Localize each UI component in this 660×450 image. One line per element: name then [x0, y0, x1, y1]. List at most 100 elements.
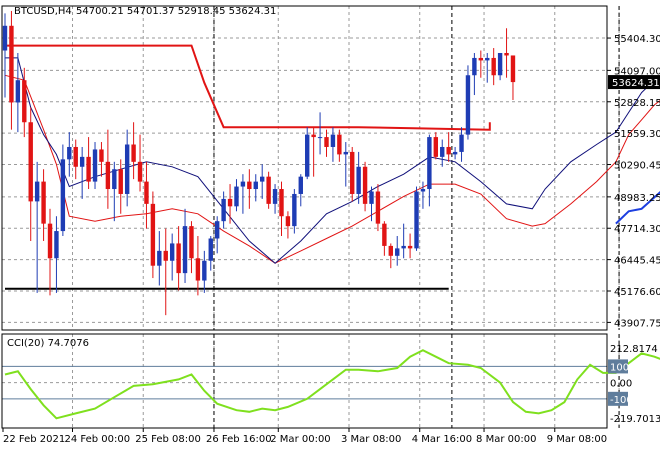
- cci-header: CCI(20) 74.7076: [7, 338, 89, 349]
- candle-body[interactable]: [47, 223, 53, 259]
- candle-body[interactable]: [137, 161, 143, 182]
- candle-body[interactable]: [472, 57, 477, 76]
- candle-body[interactable]: [504, 52, 509, 56]
- candle-body[interactable]: [157, 250, 162, 266]
- candle-body[interactable]: [292, 193, 297, 227]
- candle-body[interactable]: [279, 189, 284, 217]
- candle-body[interactable]: [266, 176, 271, 204]
- candle-body[interactable]: [15, 80, 21, 103]
- candle-body[interactable]: [124, 144, 130, 194]
- candle-body[interactable]: [433, 137, 439, 157]
- candle-body[interactable]: [446, 146, 451, 155]
- candle-body[interactable]: [9, 25, 14, 103]
- price-tick-label: 52828.15: [614, 98, 660, 109]
- ohlc-values: 54700.21 54701.37 52918.45 53624.31: [76, 6, 276, 17]
- candle-body[interactable]: [79, 156, 85, 167]
- cci-level-tag: [608, 391, 628, 406]
- candle-body[interactable]: [234, 186, 239, 207]
- candle-body[interactable]: [337, 134, 342, 155]
- candle-body[interactable]: [176, 243, 181, 274]
- candle-body[interactable]: [375, 191, 381, 224]
- price-tick-label: 54097.00: [614, 66, 660, 77]
- candle-body[interactable]: [382, 223, 387, 246]
- time-tick-label: 25 Feb 08:00: [135, 434, 201, 445]
- candle-body[interactable]: [330, 134, 336, 147]
- candle-body[interactable]: [369, 191, 374, 204]
- candle-body[interactable]: [253, 181, 258, 190]
- candle-body[interactable]: [395, 248, 400, 256]
- candle-body[interactable]: [41, 181, 46, 224]
- current-price-label: 53624.31: [612, 78, 660, 89]
- candle-body[interactable]: [427, 137, 432, 190]
- candle-body[interactable]: [420, 189, 426, 192]
- candle-body[interactable]: [92, 149, 98, 182]
- cci-tick-label: -219.7013: [610, 414, 660, 425]
- candle-body[interactable]: [491, 57, 496, 76]
- candle-body[interactable]: [497, 52, 503, 76]
- candle-body[interactable]: [452, 151, 458, 155]
- candle-body[interactable]: [485, 57, 490, 61]
- resistance-line[interactable]: [5, 44, 491, 131]
- candle-body[interactable]: [350, 151, 355, 194]
- candle-body[interactable]: [240, 181, 246, 187]
- time-tick-label: 22 Feb 2021: [3, 434, 65, 445]
- time-tick-label: 24 Feb 00:00: [65, 434, 131, 445]
- candle-body[interactable]: [247, 181, 252, 190]
- candle-body[interactable]: [362, 166, 368, 204]
- candle-body[interactable]: [227, 198, 233, 207]
- candle-body[interactable]: [317, 137, 323, 139]
- candle-body[interactable]: [105, 161, 111, 190]
- candle-body[interactable]: [465, 75, 471, 135]
- candle-body[interactable]: [34, 181, 40, 202]
- candle-body[interactable]: [169, 243, 175, 261]
- candle-body[interactable]: [388, 245, 393, 256]
- time-tick-label: 26 Feb 16:00: [206, 434, 272, 445]
- candle-body[interactable]: [150, 203, 156, 266]
- candle-body[interactable]: [112, 169, 117, 190]
- candle-body[interactable]: [163, 250, 168, 261]
- candle-body[interactable]: [414, 191, 419, 249]
- candle-body[interactable]: [144, 181, 149, 204]
- candle-body[interactable]: [221, 198, 226, 222]
- candle-body[interactable]: [118, 169, 123, 194]
- candle-body[interactable]: [202, 260, 207, 281]
- candle-body[interactable]: [28, 122, 33, 202]
- candle-body[interactable]: [189, 226, 194, 259]
- candle-body[interactable]: [182, 226, 188, 274]
- candle-body[interactable]: [195, 258, 201, 281]
- candle-body[interactable]: [343, 151, 348, 155]
- candle-body[interactable]: [478, 57, 484, 61]
- candle-body[interactable]: [2, 25, 8, 51]
- candle-body[interactable]: [459, 134, 464, 152]
- candle-body[interactable]: [60, 159, 66, 232]
- candle-body[interactable]: [260, 176, 265, 182]
- candle-body[interactable]: [86, 156, 91, 182]
- candle-body[interactable]: [54, 231, 59, 259]
- candle-body[interactable]: [401, 245, 406, 249]
- candle-body[interactable]: [324, 137, 329, 147]
- candle-body[interactable]: [272, 189, 278, 204]
- candle-body[interactable]: [510, 55, 516, 83]
- candle-body[interactable]: [214, 221, 220, 239]
- candle-body[interactable]: [22, 80, 27, 123]
- candles[interactable]: [2, 10, 516, 316]
- candle-body[interactable]: [407, 245, 413, 249]
- candle-body[interactable]: [208, 238, 213, 261]
- candle-body[interactable]: [99, 149, 104, 162]
- candle-body[interactable]: [131, 144, 136, 162]
- price-axis: 55404.30 54097.00 52828.15 51559.30 50290.45…: [607, 34, 660, 329]
- candle-body[interactable]: [356, 166, 361, 194]
- candle-body[interactable]: [73, 146, 78, 167]
- candle-body[interactable]: [305, 134, 310, 177]
- candle-body[interactable]: [285, 216, 291, 227]
- overlays: [4, 44, 660, 290]
- candle-body[interactable]: [311, 134, 316, 138]
- candle-body[interactable]: [440, 146, 445, 157]
- cci-grid: [2, 334, 620, 428]
- time-tick-label: 3 Mar 08:00: [341, 434, 401, 445]
- cci-line: [4, 349, 660, 420]
- candle-body[interactable]: [298, 176, 303, 194]
- candle-body[interactable]: [67, 146, 72, 160]
- trend-line[interactable]: [615, 147, 660, 225]
